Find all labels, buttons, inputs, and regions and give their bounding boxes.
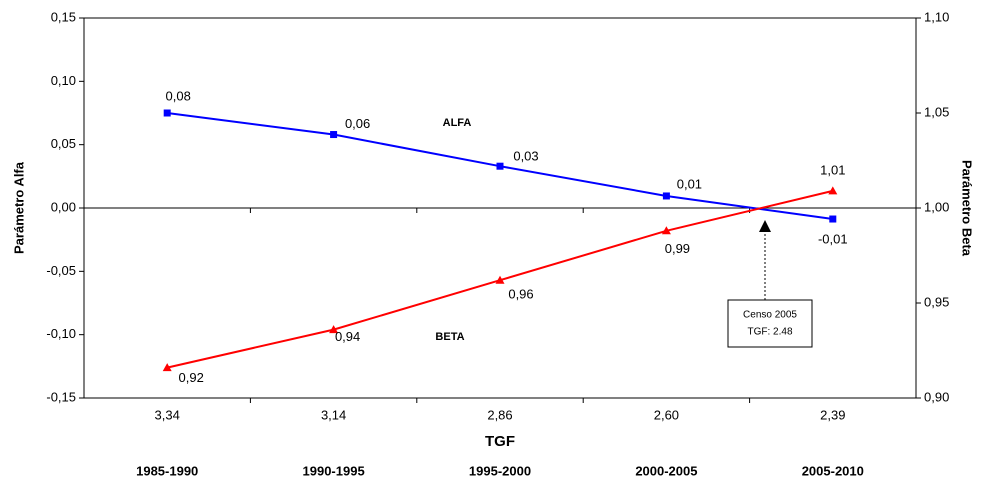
data-label: 0,94 — [335, 329, 360, 344]
data-label: 0,99 — [665, 241, 690, 256]
marker — [330, 131, 338, 139]
x-tick-label: 3,14 — [321, 407, 346, 422]
x-tick-label: 2,60 — [654, 407, 679, 422]
period-label: 2000-2005 — [635, 463, 697, 478]
marker — [496, 162, 504, 170]
marker — [162, 363, 172, 372]
x-tick-label: 2,39 — [820, 407, 845, 422]
data-label: -0,01 — [818, 231, 848, 246]
data-label: 0,92 — [179, 370, 204, 385]
data-label: 0,01 — [677, 176, 702, 191]
y-tick-label: -0,05 — [46, 263, 76, 278]
data-label: 0,06 — [345, 116, 370, 131]
y-tick-label: 0,15 — [51, 9, 76, 24]
y-tick-label: -0,15 — [46, 389, 76, 404]
y-tick-label: 0,10 — [51, 73, 76, 88]
y2-tick-label: 1,00 — [924, 199, 949, 214]
y-axis-label: Parámetro Alfa — [11, 161, 26, 254]
marker — [329, 325, 339, 334]
y2-tick-label: 0,95 — [924, 294, 949, 309]
marker — [661, 226, 671, 235]
data-label: 0,08 — [166, 88, 191, 103]
y2-tick-label: 1,10 — [924, 9, 949, 24]
arrow-head — [759, 220, 771, 232]
period-label: 2005-2010 — [802, 463, 864, 478]
series-name: ALFA — [443, 117, 472, 129]
period-label: 1990-1995 — [303, 463, 365, 478]
series-name: BETA — [435, 331, 464, 343]
y2-axis-label: Parámetro Beta — [960, 160, 975, 257]
data-label: 0,96 — [508, 287, 533, 302]
x-axis-label: TGF — [485, 433, 515, 450]
marker — [829, 215, 837, 223]
y2-tick-label: 1,05 — [924, 104, 949, 119]
marker — [662, 192, 670, 200]
period-label: 1995-2000 — [469, 463, 531, 478]
x-tick-label: 3,34 — [155, 407, 180, 422]
data-label: 0,03 — [513, 149, 538, 164]
marker — [495, 275, 505, 284]
x-tick-label: 2,86 — [487, 407, 512, 422]
marker — [828, 186, 838, 195]
y-tick-label: 0,05 — [51, 136, 76, 151]
marker — [163, 109, 171, 117]
annotation-box — [727, 299, 813, 348]
data-label: 1,01 — [820, 162, 845, 177]
annotation-text: Censo 2005 — [743, 310, 797, 321]
y-tick-label: 0,00 — [51, 199, 76, 214]
period-label: 1985-1990 — [136, 463, 198, 478]
y-tick-label: -0,10 — [46, 326, 76, 341]
annotation-text: TGF: 2.48 — [747, 327, 792, 338]
y2-tick-label: 0,90 — [924, 389, 949, 404]
